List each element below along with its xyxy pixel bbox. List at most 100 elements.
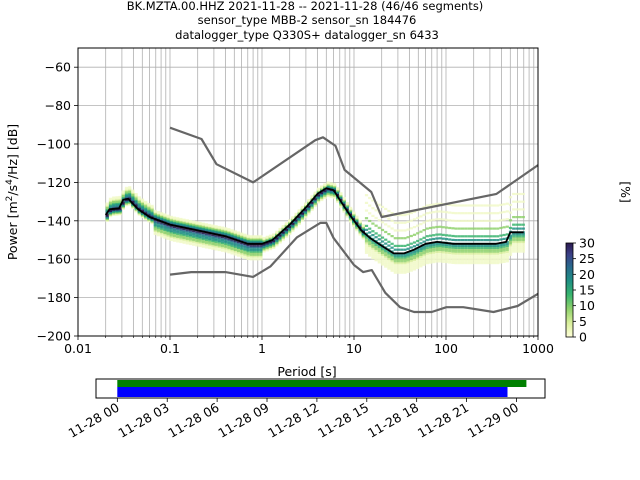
heatmap-cell — [188, 230, 193, 233]
heatmap-cell — [163, 213, 167, 216]
heatmap-cell — [217, 244, 221, 247]
heatmap-cell — [131, 197, 135, 200]
heatmap-cell — [377, 261, 381, 264]
heatmap-cell — [419, 238, 423, 241]
heatmap-cell — [448, 234, 452, 237]
heatmap-cell — [464, 239, 468, 242]
heatmap-cell — [425, 262, 429, 265]
heatmap-cell — [505, 244, 509, 247]
heatmap-cell — [489, 248, 493, 251]
heatmap-cell — [368, 242, 372, 246]
heatmap-cell — [432, 218, 436, 221]
heatmap-cell — [310, 195, 314, 198]
y-tick-label: −200 — [37, 329, 71, 344]
heatmap-cell — [400, 267, 404, 270]
heatmap-cell — [166, 231, 170, 234]
heatmap-cell — [144, 210, 148, 213]
heatmap-cell — [425, 204, 429, 207]
x-tick-label: 100 — [434, 341, 458, 356]
heatmap-cell — [217, 241, 221, 244]
heatmap-cell — [492, 239, 497, 242]
heatmap-cell — [396, 258, 401, 261]
heatmap-cell — [505, 242, 509, 246]
heatmap-cell — [374, 257, 378, 260]
heatmap-cell — [508, 242, 513, 245]
heatmap-cell — [419, 263, 423, 266]
heatmap-cell — [521, 250, 525, 253]
heatmap-cell — [259, 247, 263, 250]
heatmap-cell — [393, 262, 397, 265]
heatmap-cell — [153, 225, 157, 228]
nlnm-line — [169, 221, 539, 314]
y-tick-label: −140 — [37, 213, 71, 228]
heatmap-cell — [256, 255, 260, 258]
heatmap-cell — [169, 215, 173, 218]
heatmap-cell — [416, 243, 420, 246]
heatmap-cell — [377, 238, 381, 241]
heatmap-cell — [419, 265, 423, 268]
heatmap-cell — [489, 246, 493, 249]
heatmap-cell — [163, 233, 167, 236]
heatmap-cell — [214, 240, 218, 243]
heatmap-cell — [470, 254, 474, 257]
heatmap-cell — [512, 192, 516, 196]
heatmap-cell — [368, 204, 372, 207]
mode-line — [104, 187, 524, 255]
heatmap-cell — [422, 261, 426, 264]
heatmap-cell — [512, 237, 516, 240]
heatmap-cell — [396, 248, 401, 251]
heatmap-cell — [384, 255, 388, 259]
heatmap-cell — [508, 196, 513, 199]
heatmap-cell — [198, 235, 202, 238]
heatmap-cell — [441, 249, 445, 252]
heatmap-cell — [467, 204, 471, 207]
heatmap-cell — [374, 236, 378, 239]
heatmap-cell — [460, 248, 465, 251]
heatmap-cell — [236, 245, 241, 248]
heatmap-cell — [403, 221, 407, 224]
heatmap-cell — [118, 202, 122, 205]
heatmap-cell — [464, 227, 468, 230]
heatmap-cell — [118, 198, 122, 201]
heatmap-cell — [172, 238, 177, 241]
heatmap-cell — [403, 264, 407, 267]
heatmap-cell — [425, 219, 429, 222]
heatmap-cell — [259, 253, 263, 256]
heatmap-cell — [496, 244, 500, 247]
heatmap-cell — [188, 235, 193, 238]
heatmap-cell — [396, 267, 401, 270]
heatmap-cell — [492, 244, 497, 247]
heatmap-cell — [480, 254, 484, 257]
heatmap-cell — [457, 235, 461, 238]
heatmap-cell — [457, 252, 461, 255]
x-tick-label: 0.1 — [160, 341, 180, 356]
heatmap-cell — [489, 235, 493, 238]
heatmap-cell — [518, 235, 522, 238]
heatmap-cell — [112, 204, 116, 207]
heatmap-cell — [124, 186, 129, 189]
heatmap-cell — [505, 241, 509, 244]
heatmap-cell — [460, 252, 465, 255]
heatmap-cell — [230, 252, 234, 255]
heatmap-cell — [480, 244, 484, 247]
heatmap-cell — [256, 256, 260, 259]
heatmap-cell — [473, 260, 477, 263]
heatmap-cell — [246, 247, 250, 250]
heatmap-cell — [403, 229, 407, 232]
heatmap-cell — [137, 202, 141, 205]
heatmap-cell — [473, 254, 477, 257]
heatmap-cell — [374, 243, 378, 246]
heatmap-cell — [425, 258, 429, 261]
heatmap-cell — [259, 252, 263, 255]
heatmap-cell — [169, 232, 173, 235]
heatmap-cell — [416, 232, 420, 235]
heatmap-cell — [179, 234, 183, 237]
heatmap-cell — [412, 258, 417, 261]
heatmap-cell — [220, 245, 225, 248]
heatmap-cell — [144, 206, 148, 209]
heatmap-cell — [470, 252, 474, 255]
heatmap-cell — [384, 223, 388, 226]
heatmap-cell — [192, 242, 196, 245]
heatmap-cell — [422, 248, 426, 251]
heatmap-cell — [115, 198, 119, 201]
